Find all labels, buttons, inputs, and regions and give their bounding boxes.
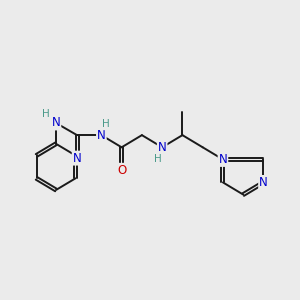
Text: O: O (117, 164, 126, 177)
Text: H: H (42, 109, 50, 118)
Text: N: N (73, 152, 81, 165)
Text: N: N (52, 116, 60, 130)
Text: N: N (259, 176, 268, 189)
Text: N: N (158, 141, 167, 154)
Text: N: N (219, 153, 227, 166)
Text: H: H (154, 154, 162, 164)
Text: N: N (97, 129, 106, 142)
Text: H: H (101, 119, 109, 129)
